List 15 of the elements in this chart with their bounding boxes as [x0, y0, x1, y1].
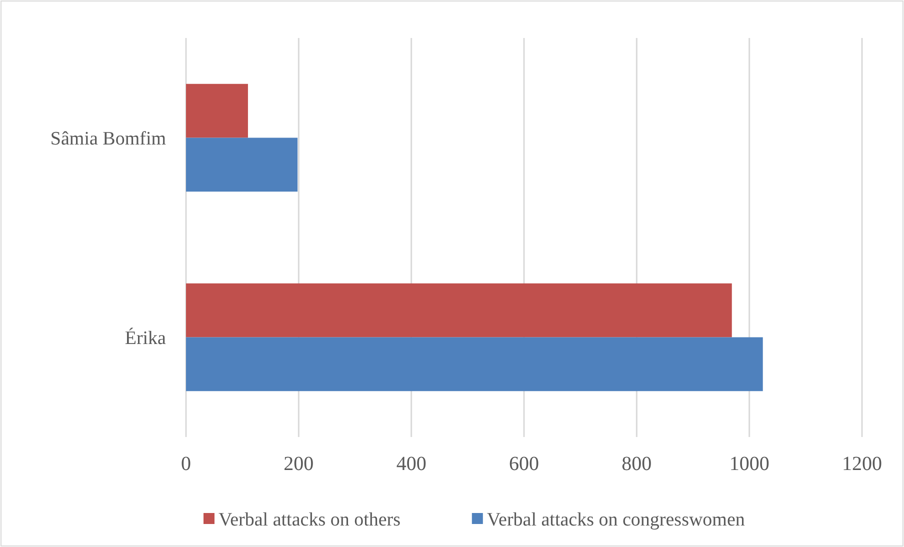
legend-label: Verbal attacks on congresswomen [486, 510, 746, 531]
y-tick-label: Sâmia Bomfim [50, 128, 166, 150]
x-tick-label: 800 [622, 453, 652, 475]
y-tick-label: Érika [124, 326, 167, 349]
x-tick-label: 1000 [729, 453, 770, 475]
bar [186, 138, 298, 192]
bar [186, 283, 732, 338]
x-tick-label: 0 [181, 453, 191, 475]
bar [186, 84, 248, 138]
x-tick-label: 1200 [842, 453, 882, 475]
x-tick-label: 600 [509, 453, 539, 475]
x-tick-label: 200 [284, 453, 314, 475]
x-tick-label: 400 [396, 453, 426, 475]
bar [186, 337, 763, 392]
legend-label: Verbal attacks on others [218, 510, 401, 531]
